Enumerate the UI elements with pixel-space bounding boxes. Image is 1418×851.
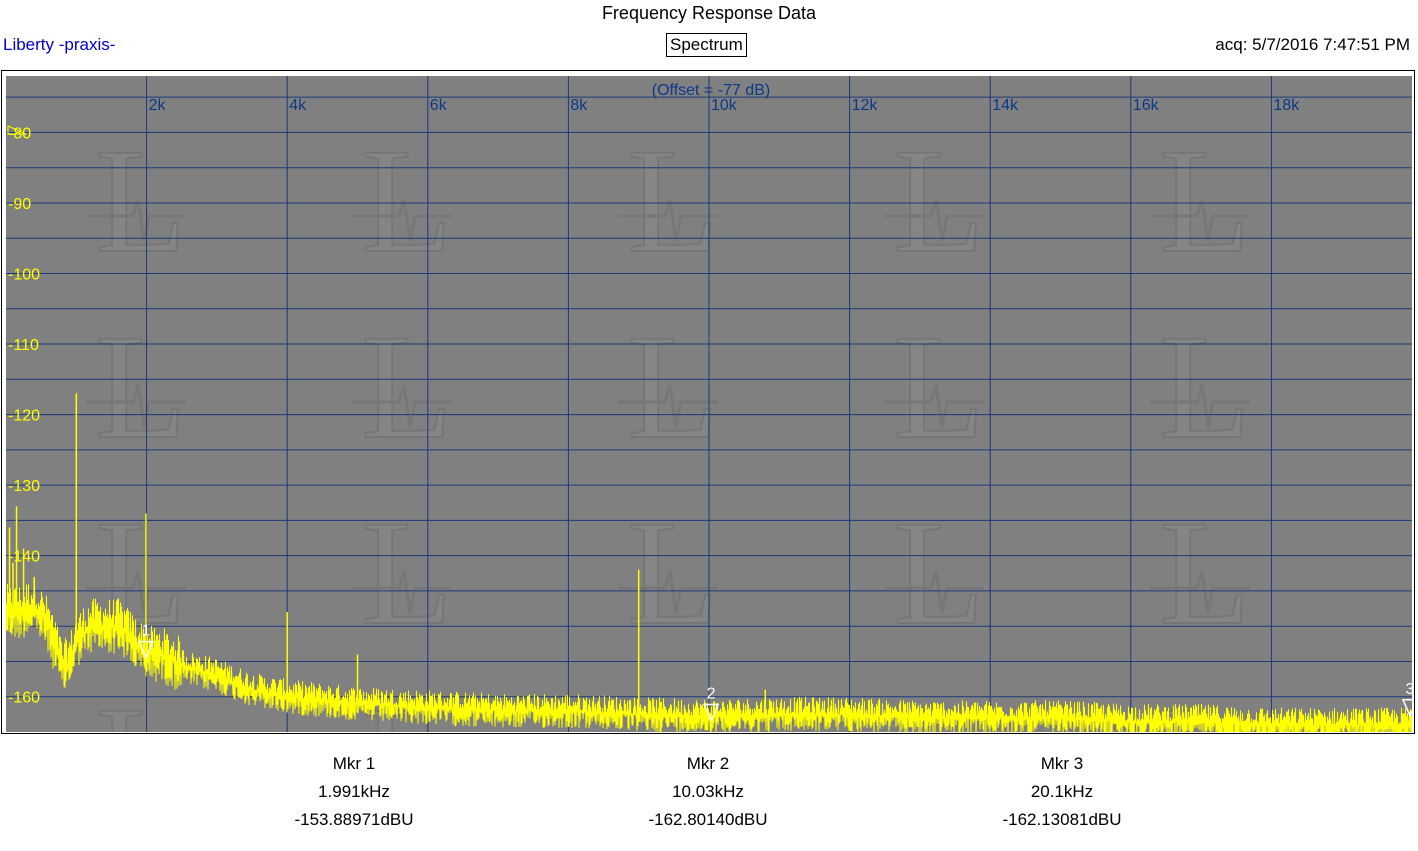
marker-3-label: Mkr 3 [1040, 754, 1084, 773]
marker-2-glyph[interactable] [702, 703, 720, 723]
svg-text:L: L [1159, 490, 1251, 656]
axis-ticks: 2k4k6k8k10k12k14k16k18k-70dBU-80-90-100-… [7, 97, 1300, 707]
marker-1-glyph[interactable] [137, 640, 155, 660]
mode-button[interactable]: Spectrum [666, 33, 747, 57]
svg-text:L: L [1159, 118, 1251, 284]
acquisition-timestamp: acq: 5/7/2016 7:47:51 PM [1215, 35, 1410, 54]
svg-text:L: L [361, 304, 453, 470]
svg-text:L: L [95, 676, 187, 732]
watermark-logo: L [884, 303, 986, 471]
reference-level-marker [7, 125, 27, 135]
grid-lines [6, 76, 1412, 732]
marker-readout-2: Mkr 2 10.03kHz -162.80140dBU [618, 750, 798, 834]
offset-label: (Offset = -77 dB) [652, 82, 770, 99]
x-tick-label: 4k [289, 97, 307, 114]
svg-text:L: L [361, 490, 453, 656]
svg-text:L: L [627, 490, 719, 656]
marker-2-number: 2 [707, 685, 716, 702]
brand-label: Liberty -praxis- [3, 35, 116, 54]
marker-glyphs: 1 2 3 [137, 623, 1412, 723]
svg-text:L: L [1159, 304, 1251, 470]
marker-readout-1: Mkr 1 1.991kHz -153.88971dBU [264, 750, 444, 834]
svg-text:L: L [361, 118, 453, 284]
marker-readout-3: Mkr 3 20.1kHz -162.13081dBU [972, 750, 1152, 834]
watermark-logo: L [352, 117, 454, 285]
marker-2-label: Mkr 2 [686, 754, 730, 773]
x-tick-label: 8k [570, 97, 588, 114]
marker-1-level: -153.88971dBU [294, 810, 414, 829]
marker-2-level: -162.80140dBU [648, 810, 768, 829]
svg-text:L: L [893, 490, 985, 656]
marker-3-number: 3 [1406, 681, 1412, 698]
chart-title: Frequency Response Data [601, 3, 817, 23]
x-tick-label: 14k [992, 97, 1019, 114]
watermark-logo: L [618, 489, 720, 657]
watermark-logo: L [618, 303, 720, 471]
x-tick-label: 16k [1133, 97, 1160, 114]
y-tick-label: -120 [8, 408, 40, 425]
watermark-logo: L [884, 117, 986, 285]
y-tick-label: -160 [8, 690, 40, 707]
marker-3-glyph[interactable] [1401, 699, 1412, 718]
watermark-logos: LLLLLLLLLLLLLLLLLLLL [86, 117, 1252, 732]
watermark-logo: L [618, 117, 720, 285]
svg-text:L: L [893, 304, 985, 470]
marker-2-freq: 10.03kHz [672, 782, 744, 801]
watermark-logo: L [1150, 117, 1252, 285]
svg-text:L: L [893, 118, 985, 284]
y-tick-label: -100 [8, 267, 40, 284]
marker-1-number: 1 [142, 623, 151, 640]
x-tick-label: 12k [852, 97, 879, 114]
svg-text:L: L [627, 118, 719, 284]
watermark-logo: L [86, 303, 188, 471]
y-tick-label: -140 [8, 549, 40, 566]
marker-3-level: -162.13081dBU [1002, 810, 1122, 829]
svg-text:L: L [95, 304, 187, 470]
y-tick-label: -110 [8, 337, 39, 354]
marker-1-label: Mkr 1 [332, 754, 376, 773]
watermark-logo: L [352, 489, 454, 657]
svg-text:L: L [627, 304, 719, 470]
watermark-logo: L [86, 117, 188, 285]
x-tick-label: 2k [149, 97, 167, 114]
watermark-logo: L [1150, 489, 1252, 657]
x-tick-label: 6k [430, 97, 448, 114]
watermark-logo: L [884, 489, 986, 657]
watermark-logo: L [352, 303, 454, 471]
y-tick-label: -130 [8, 478, 40, 495]
marker-1-freq: 1.991kHz [318, 782, 390, 801]
x-tick-label: 10k [711, 97, 738, 114]
y-tick-label: -90 [8, 196, 31, 213]
marker-3-freq: 20.1kHz [1030, 782, 1094, 801]
watermark-logo: L [1150, 303, 1252, 471]
svg-text:L: L [95, 118, 187, 284]
x-tick-label: 18k [1273, 97, 1300, 114]
spectrum-plot[interactable]: LLLLLLLLLLLLLLLLLLLL 2k 4k 6k 8k 10k 12k 14k 16… [6, 76, 1412, 732]
